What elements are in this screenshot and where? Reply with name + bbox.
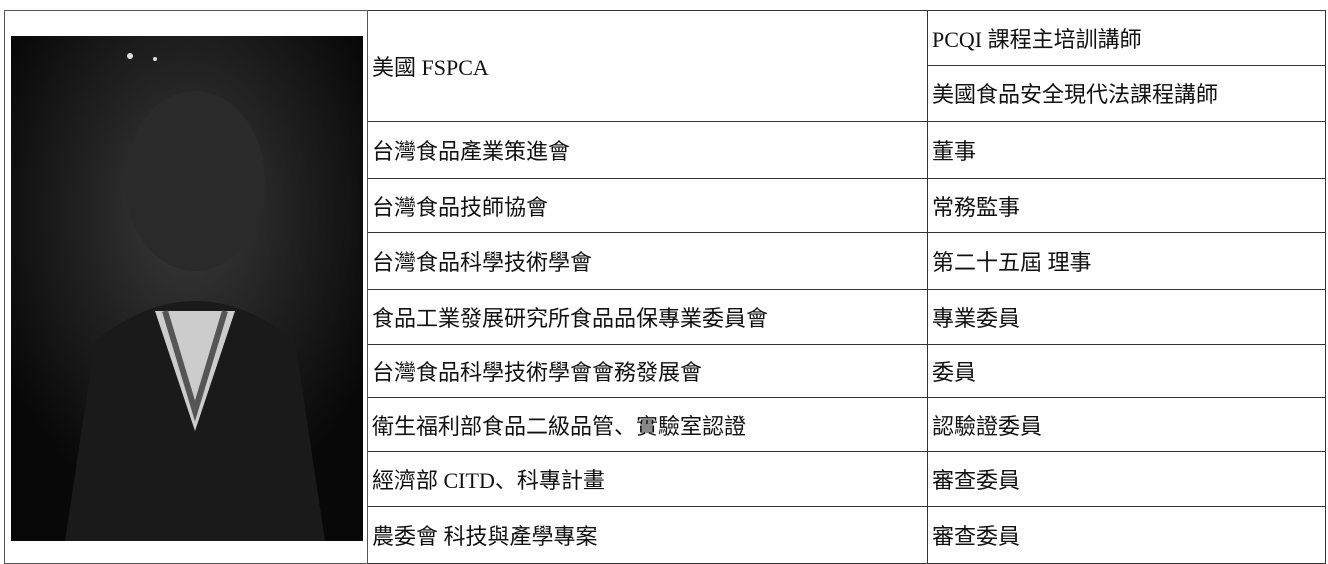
organization-cell: 台灣食品技師協會 <box>367 178 928 234</box>
organization-cell: 衛生福利部食品二級品管、實驗室認證 <box>367 397 928 453</box>
table-row: 美國食品安全現代法課程講師 <box>5 65 1326 122</box>
table-row: 美國 FSPCA PCQI 課程主培訓講師 <box>4 9 1326 564</box>
role-cell: 委員 <box>927 344 1326 399</box>
table-row: 台灣食品技師協會 常務監事 <box>5 178 1326 234</box>
organization-cell: 經濟部 CITD、科專計畫 <box>367 451 928 508</box>
role-cell: PCQI 課程主培訓講師 <box>927 9 1326 67</box>
role-cell: 審查委員 <box>927 506 1326 564</box>
organization-cell: 台灣食品科學技術學會會務發展會 <box>367 344 928 399</box>
role-cell: 常務監事 <box>927 178 1326 234</box>
organization-cell: 食品工業發展研究所食品品保專業委員會 <box>367 288 928 346</box>
role-cell: 美國食品安全現代法課程講師 <box>927 65 1326 122</box>
role-cell: 第二十五屆 理事 <box>927 232 1326 290</box>
photo-cell <box>4 10 368 564</box>
table-row: 台灣食品科學技術學會會務發展會 委員 <box>5 344 1326 399</box>
role-cell: 認驗證委員 <box>927 397 1326 453</box>
table-row: 衛生福利部食品二級品管、實驗室認證 認驗證委員 <box>5 397 1326 453</box>
portrait-photo <box>11 36 363 541</box>
organization-cell: 農委會 科技與產學專案 <box>367 506 928 564</box>
table-row: 農委會 科技與產學專案 審查委員 <box>5 506 1326 564</box>
table-body: 美國 FSPCA PCQI 課程主培訓講師 美國食品安全現代法課程講師 台灣食品產業策… <box>4 9 1326 564</box>
role-cell: 專業委員 <box>927 288 1326 346</box>
table-row: 經濟部 CITD、科專計畫 審查委員 <box>5 451 1326 508</box>
organization-cell: 台灣食品產業策進會 <box>367 120 928 180</box>
table-row: 食品工業發展研究所食品品保專業委員會 專業委員 <box>5 288 1326 346</box>
table-row: 台灣食品科學技術學會 第二十五屆 理事 <box>5 232 1326 290</box>
organization-cell: 台灣食品科學技術學會 <box>367 232 928 290</box>
profile-table: 美國 FSPCA PCQI 課程主培訓講師 美國食品安全現代法課程講師 台灣食品產業策… <box>4 9 1326 564</box>
role-cell: 審查委員 <box>927 451 1326 508</box>
organization-cell: 美國 FSPCA <box>367 10 928 122</box>
role-cell: 董事 <box>927 120 1326 180</box>
